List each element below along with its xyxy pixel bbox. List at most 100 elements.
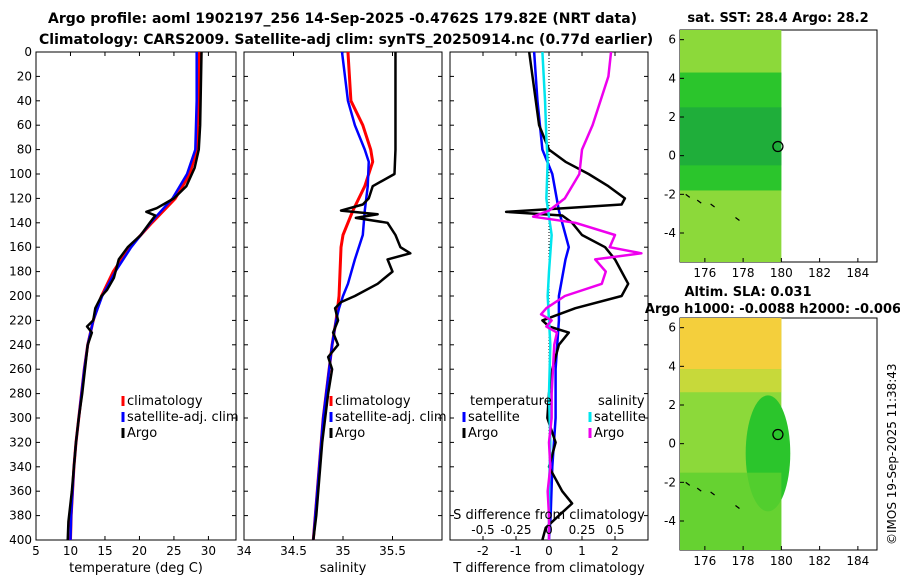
series-line-salinity-Argo — [312, 52, 412, 541]
legend-diff-s-sat-label: satellite — [594, 410, 646, 425]
sla-map-coast-mark — [735, 505, 740, 510]
axes-frame-temperature — [35, 51, 237, 541]
s-tick-label: -0.25 — [500, 523, 531, 537]
ytick-label: 280 — [9, 387, 32, 401]
figure-title-line1: Argo profile: aoml 1902197_256 14-Sep-20… — [48, 11, 638, 27]
legend-sal-0-label: climatology — [335, 394, 411, 409]
xtick-label: 20 — [132, 544, 147, 558]
map-ytick-label: 2 — [668, 398, 676, 412]
ytick-label: 180 — [9, 265, 32, 279]
map-ytick-label: 4 — [668, 71, 676, 85]
ytick-label: 220 — [9, 313, 32, 327]
ytick-label: 340 — [9, 460, 32, 474]
ytick-label: 360 — [9, 484, 32, 498]
map-xtick-label: 184 — [846, 266, 869, 280]
map-xtick-label: 182 — [808, 266, 831, 280]
legend-temp-0-label: climatology — [127, 394, 203, 409]
ytick-label: 40 — [17, 94, 32, 108]
ytick-label: 140 — [9, 216, 32, 230]
saxis-label: S difference from climatology — [453, 508, 645, 523]
ytick-label: 20 — [17, 69, 32, 83]
sla-map-argo-marker — [772, 428, 784, 441]
timestamp-stamp: ©IMOS 19-Sep-2025 11:38:43 — [885, 363, 899, 545]
xtick-label: 35 — [335, 544, 350, 558]
map-xtick-label: 182 — [808, 554, 831, 568]
sla-map-title-1: Argo h1000: -0.0088 h2000: -0.006 — [645, 302, 900, 317]
sla-map-warm-transition — [680, 369, 782, 393]
ytick-label: 100 — [9, 167, 32, 181]
sla-map-warm-band — [680, 318, 782, 370]
xtick-label: 34 — [236, 544, 251, 558]
legend-diff-salinity-title: salinity — [598, 394, 645, 409]
map-ytick-label: -4 — [664, 514, 676, 528]
map-xtick-label: 176 — [693, 554, 716, 568]
ytick-label: 260 — [9, 362, 32, 376]
ytick-label: 380 — [9, 509, 32, 523]
series-line-S-Argo — [531, 51, 643, 540]
map-ytick-label: -2 — [664, 475, 676, 489]
legend-sal-1-label: satellite-adj. clim — [335, 410, 447, 425]
xtick-label: 1 — [578, 544, 586, 558]
sla-map-coast-mark — [696, 487, 702, 492]
ytick-label: 160 — [9, 240, 32, 254]
map-ytick-label: 4 — [668, 359, 676, 373]
ytick-label: 320 — [9, 435, 32, 449]
s-tick-label: 0.25 — [569, 523, 596, 537]
series-line-S-satellite — [541, 51, 553, 540]
xtick-label: 2 — [611, 544, 619, 558]
sla-map-coast-mark — [710, 491, 715, 496]
map-ytick-label: -4 — [664, 226, 676, 240]
map-ytick-label: 0 — [668, 149, 676, 163]
map-ytick-label: 6 — [668, 321, 676, 335]
xtick-label: 35.5 — [379, 544, 406, 558]
ytick-label: 200 — [9, 289, 32, 303]
xtick-label: 0 — [545, 544, 553, 558]
legend-sal-2-label: Argo — [335, 426, 365, 441]
map-xtick-label: 176 — [693, 266, 716, 280]
map-xtick-label: 180 — [770, 554, 793, 568]
xtick-label: 10 — [63, 544, 78, 558]
sst-map-coast-mark — [685, 193, 691, 198]
map-xtick-label: 178 — [732, 554, 755, 568]
ytick-label: 60 — [17, 118, 32, 132]
s-tick-label: -0.5 — [471, 523, 494, 537]
xtick-label: -1 — [510, 544, 522, 558]
sst-map-coast-mark — [710, 203, 715, 208]
map-ytick-label: 2 — [668, 110, 676, 124]
sla-map-south-band — [680, 472, 782, 550]
xtick-label: 30 — [201, 544, 216, 558]
xtick-label: 15 — [97, 544, 112, 558]
sst-map-title-0: sat. SST: 28.4 Argo: 28.2 — [687, 11, 868, 26]
xaxis-label-temperature: temperature (deg C) — [69, 561, 203, 576]
sst-map-coast-mark — [696, 199, 702, 204]
legend-diff-temperature-title: temperature — [470, 394, 552, 409]
xtick-label: 5 — [32, 544, 40, 558]
xaxis-label-salinity: salinity — [320, 561, 367, 576]
sla-map: 176 178 180 182 184 6 4 2 0 -2 -4 Altim. SLA: 0.031… — [645, 285, 900, 568]
legend-diff-t-sat-label: satellite — [468, 410, 520, 425]
ytick-label: 300 — [9, 411, 32, 425]
map-ytick-label: 0 — [668, 437, 676, 451]
xtick-label: -2 — [477, 544, 489, 558]
s-tick-label: 0.5 — [605, 523, 624, 537]
ytick-label: 120 — [9, 191, 32, 205]
s-tick-label: 0 — [545, 523, 553, 537]
sla-map-coast-mark — [685, 481, 691, 486]
legend-temp-2-label: Argo — [127, 426, 157, 441]
sst-map-argo-marker — [772, 140, 784, 153]
sst-map: 176 178 180 182 184 6 4 2 0 -2 -4 sat. SST: 28.4 Ar… — [664, 11, 878, 280]
ytick-label: 400 — [9, 533, 32, 547]
map-xtick-label: 184 — [846, 554, 869, 568]
series-line-Argo — [66, 51, 203, 541]
legend-temp-1-label: satellite-adj. clim — [127, 410, 239, 425]
xaxis-label-difference: T difference from climatology — [452, 561, 645, 576]
map-xtick-label: 178 — [732, 266, 755, 280]
xtick-label: 34.5 — [280, 544, 307, 558]
map-ytick-label: 6 — [668, 33, 676, 47]
figure-title-line2: Climatology: CARS2009. Satellite-adj cli… — [39, 32, 654, 48]
ytick-label: 240 — [9, 338, 32, 352]
xtick-label: 25 — [166, 544, 181, 558]
map-xtick-label: 180 — [770, 266, 793, 280]
legend-diff-s-argo-label: Argo — [594, 426, 624, 441]
